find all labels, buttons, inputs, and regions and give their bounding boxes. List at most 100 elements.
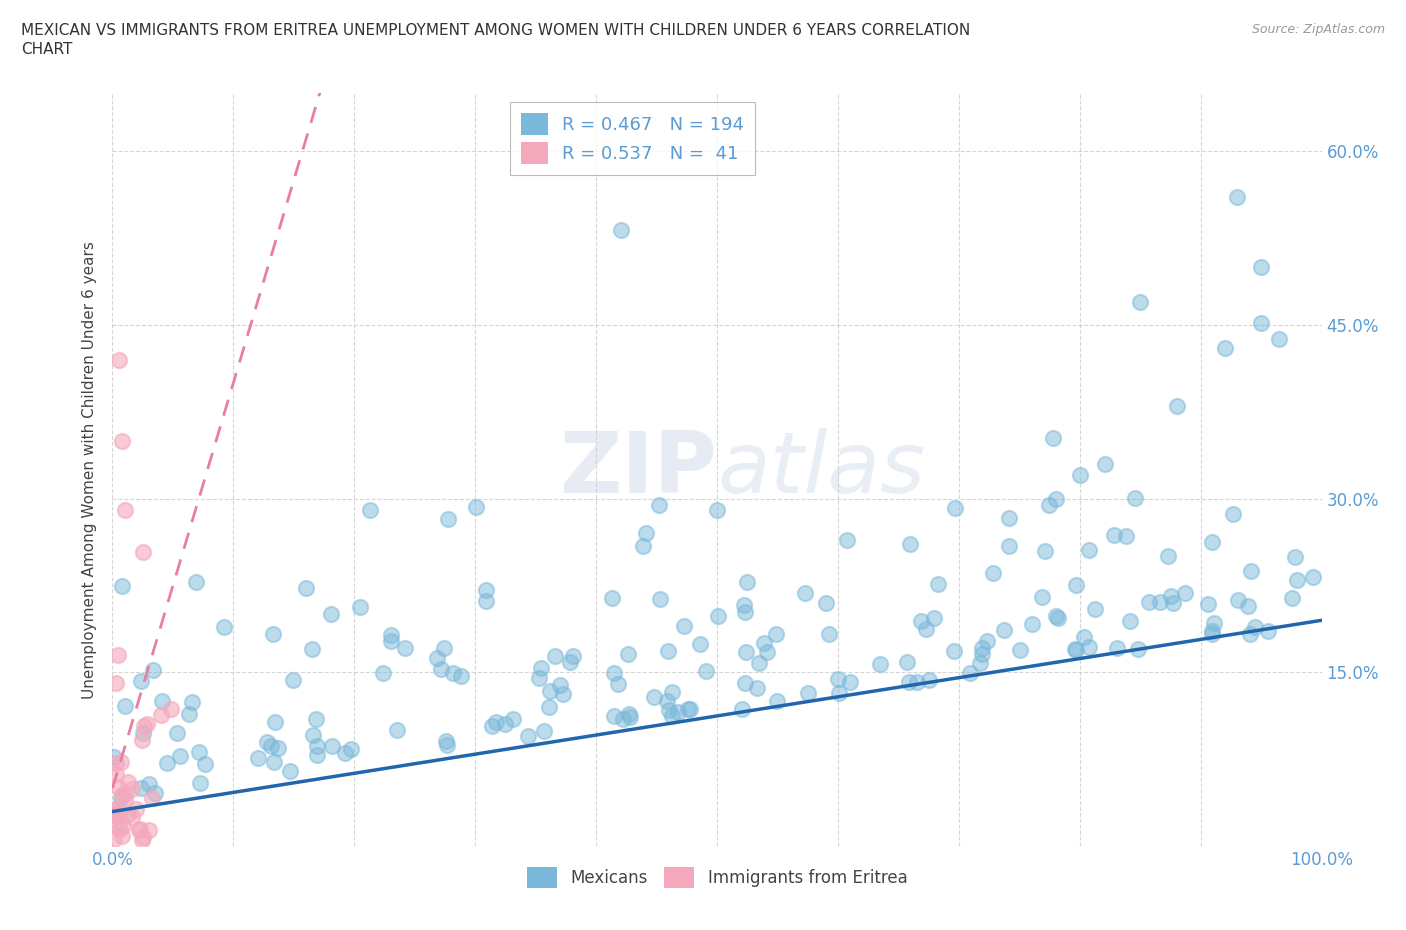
Point [657, 644, 679, 658]
Point [149, 708, 172, 723]
Point [104, 819, 127, 834]
Point [997, 538, 1019, 553]
Point [1064, 578, 1087, 593]
Point [436, 512, 458, 526]
Point [943, 644, 966, 658]
Point [104, 766, 127, 781]
Point [433, 641, 456, 656]
Point [1045, 491, 1067, 506]
Text: ZIP: ZIP [560, 428, 717, 512]
Point [1123, 490, 1146, 505]
Point [1115, 529, 1137, 544]
Point [105, 804, 128, 818]
Point [607, 677, 630, 692]
Text: Source: ZipAtlas.com: Source: ZipAtlas.com [1251, 23, 1385, 36]
Point [141, 790, 163, 805]
Point [136, 717, 159, 732]
Point [335, 745, 357, 760]
Point [544, 648, 567, 663]
Point [101, 807, 124, 822]
Point [766, 693, 789, 708]
Point [1201, 627, 1223, 642]
Point [373, 666, 395, 681]
Point [1073, 630, 1095, 644]
Point [430, 662, 453, 677]
Point [307, 738, 329, 753]
Point [927, 577, 949, 591]
Point [898, 537, 921, 551]
Point [993, 623, 1015, 638]
Point [529, 671, 551, 685]
Point [188, 776, 211, 790]
Point [707, 608, 730, 623]
Point [1031, 590, 1053, 604]
Point [108, 808, 131, 823]
Point [145, 786, 167, 801]
Point [1008, 643, 1031, 658]
Point [943, 501, 966, 516]
Point [155, 755, 177, 770]
Point [666, 705, 689, 720]
Point [1128, 642, 1150, 657]
Point [340, 741, 363, 756]
Point [1268, 332, 1291, 347]
Point [110, 790, 132, 805]
Point [745, 681, 768, 696]
Point [981, 565, 1004, 580]
Point [385, 723, 408, 737]
Point [129, 780, 152, 795]
Point [128, 822, 150, 837]
Point [475, 583, 498, 598]
Point [131, 832, 153, 847]
Point [1201, 623, 1223, 638]
Point [550, 678, 572, 693]
Point [380, 633, 402, 648]
Point [450, 668, 472, 683]
Point [1084, 602, 1107, 617]
Point [643, 690, 665, 705]
Point [1198, 597, 1220, 612]
Point [558, 655, 581, 670]
Point [132, 830, 155, 844]
Point [734, 676, 756, 691]
Point [1021, 617, 1043, 631]
Point [1160, 589, 1182, 604]
Point [110, 821, 132, 836]
Point [169, 749, 191, 764]
Point [1149, 594, 1171, 609]
Point [105, 675, 128, 690]
Point [533, 724, 555, 738]
Point [1202, 616, 1225, 631]
Point [1105, 640, 1128, 655]
Point [166, 726, 188, 741]
Point [1227, 592, 1250, 607]
Point [301, 642, 323, 657]
Point [319, 606, 342, 621]
Point [706, 502, 728, 517]
Point [1161, 595, 1184, 610]
Point [464, 500, 486, 515]
Point [1045, 608, 1067, 623]
Point [1281, 591, 1303, 605]
Point [159, 701, 181, 716]
Point [838, 674, 860, 689]
Point [1094, 457, 1116, 472]
Point [125, 802, 148, 817]
Point [111, 829, 134, 844]
Point [922, 610, 945, 625]
Point [131, 673, 153, 688]
Point [212, 619, 235, 634]
Point [128, 823, 150, 838]
Point [114, 698, 136, 713]
Point [619, 710, 641, 724]
Point [1078, 542, 1101, 557]
Point [264, 714, 287, 729]
Point [256, 735, 278, 750]
Point [1156, 549, 1178, 564]
Point [121, 781, 143, 796]
Point [186, 575, 208, 590]
Point [636, 525, 658, 540]
Point [612, 711, 634, 726]
Point [121, 809, 143, 824]
Legend: Mexicans, Immigrants from Eritrea: Mexicans, Immigrants from Eritrea [520, 861, 914, 895]
